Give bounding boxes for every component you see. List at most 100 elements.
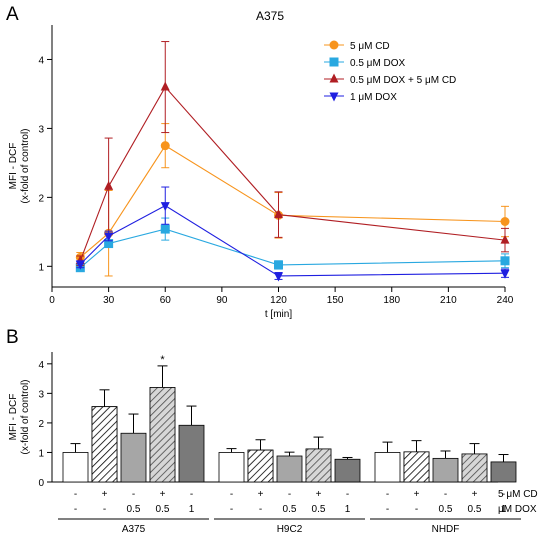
chart-a: 1 2 3 4 0 30 60 90 120 150 180 210 240 t [min] MFI - D… xyxy=(8,25,514,320)
cd-row-label: - xyxy=(132,489,135,500)
y-axis-label-line2: (x-fold of control) xyxy=(20,379,31,454)
y-tick-label: 3 xyxy=(38,124,44,135)
data-point xyxy=(160,224,170,234)
bar xyxy=(120,432,147,483)
dox-row-label: - xyxy=(103,504,106,515)
dox-row-label: 0.5 xyxy=(468,504,482,515)
bar-hatch xyxy=(91,406,118,483)
y-tick-label: 0 xyxy=(38,478,44,489)
cd-row-label: - xyxy=(230,489,233,500)
data-point xyxy=(329,40,339,50)
dox-row-label: - xyxy=(415,504,418,515)
bar xyxy=(334,458,361,483)
y-tick-label: 2 xyxy=(38,419,44,430)
x-tick-label: 120 xyxy=(270,295,287,306)
y-tick-label: 1 xyxy=(38,262,44,273)
dox-row-label: 0.5 xyxy=(283,504,297,515)
y-tick-label: 4 xyxy=(38,55,44,66)
cd-row-label: - xyxy=(288,489,291,500)
data-point xyxy=(329,57,339,67)
dox-row-label: 0.5 xyxy=(127,504,141,515)
dox-row-label: 0.5 xyxy=(156,504,170,515)
y-tick-label: 1 xyxy=(38,448,44,459)
data-point xyxy=(274,272,283,282)
x-tick-label: 60 xyxy=(160,295,172,306)
data-point xyxy=(104,232,114,242)
data-point xyxy=(160,202,170,212)
x-tick-label: 210 xyxy=(440,295,457,306)
y-tick-label: 2 xyxy=(38,193,44,204)
bar-hatch xyxy=(461,453,488,483)
dox-row-label: - xyxy=(259,504,262,515)
y-tick-label: 4 xyxy=(38,360,44,371)
series xyxy=(75,186,510,282)
dox-row-label: 1 xyxy=(501,504,507,515)
bar xyxy=(62,452,89,483)
panel-b-label: B xyxy=(6,327,19,348)
row-label-cd: 5 μM CD xyxy=(498,489,538,500)
cd-row-label: + xyxy=(472,489,478,500)
bar xyxy=(218,452,245,483)
chart-b: 0 1 2 3 4 MFI - DCF (x-fold of control) - - + - - 0.… xyxy=(8,352,538,535)
cd-row-label: + xyxy=(414,489,420,500)
data-point xyxy=(75,260,85,270)
y-axis-label: MFI - DCF xyxy=(8,394,19,441)
bar xyxy=(276,455,303,483)
dox-row-label: 0.5 xyxy=(439,504,453,515)
y-axis-label: MFI - DCF xyxy=(8,143,19,190)
data-point xyxy=(329,73,339,83)
x-tick-label: 0 xyxy=(49,295,55,306)
x-tick-label: 30 xyxy=(103,295,115,306)
group-label: H9C2 xyxy=(277,524,303,535)
cd-row-label: - xyxy=(346,489,349,500)
data-point xyxy=(274,209,283,219)
x-tick-label: 180 xyxy=(383,295,400,306)
series-line xyxy=(79,144,506,258)
legend-label: 0.5 μM DOX xyxy=(350,58,406,69)
cd-row-label: + xyxy=(102,489,108,500)
row-label-dox: μM DOX xyxy=(498,504,537,515)
data-point xyxy=(274,260,283,270)
x-tick-label: 150 xyxy=(327,295,344,306)
x-tick-label: 240 xyxy=(497,295,514,306)
dox-row-label: 1 xyxy=(189,504,195,515)
data-point xyxy=(500,234,510,244)
bar xyxy=(490,461,517,483)
legend-label: 1 μM DOX xyxy=(350,92,397,103)
cd-row-label: - xyxy=(386,489,389,500)
cd-row-label: - xyxy=(190,489,193,500)
series-line xyxy=(79,228,506,269)
chart-a-title: A375 xyxy=(256,9,284,23)
series xyxy=(75,41,510,267)
cd-row-label: + xyxy=(160,489,166,500)
bar-hatch xyxy=(247,449,274,483)
bar-hatch xyxy=(149,387,176,483)
data-point xyxy=(160,81,170,91)
dox-row-label: - xyxy=(230,504,233,515)
group-label: NHDF xyxy=(432,524,460,535)
bar xyxy=(432,457,459,483)
legend-label: 0.5 μM DOX + 5 μM CD xyxy=(350,75,456,86)
cd-row-label: - xyxy=(444,489,447,500)
data-point xyxy=(500,256,510,266)
cd-row-label: - xyxy=(74,489,77,500)
bar xyxy=(374,452,401,483)
data-point xyxy=(329,92,339,102)
x-axis-label: t [min] xyxy=(265,309,292,320)
data-point xyxy=(500,269,510,279)
y-tick-label: 3 xyxy=(38,389,44,400)
data-point xyxy=(104,239,114,249)
series xyxy=(75,123,510,277)
dox-row-label: - xyxy=(74,504,77,515)
data-point xyxy=(500,217,510,226)
legend-label: 5 μM CD xyxy=(350,41,390,52)
dox-row-label: 0.5 xyxy=(312,504,326,515)
dox-row-label: 1 xyxy=(345,504,351,515)
bar-hatch xyxy=(305,448,332,483)
significance-asterisk: * xyxy=(160,354,165,366)
y-axis-label-line2: (x-fold of control) xyxy=(20,128,31,203)
dox-row-label: - xyxy=(386,504,389,515)
legend: 5 μM CD 0.5 μM DOX 0.5 μM DOX + 5 μM CD 1 μ… xyxy=(324,40,456,103)
series xyxy=(75,217,510,273)
